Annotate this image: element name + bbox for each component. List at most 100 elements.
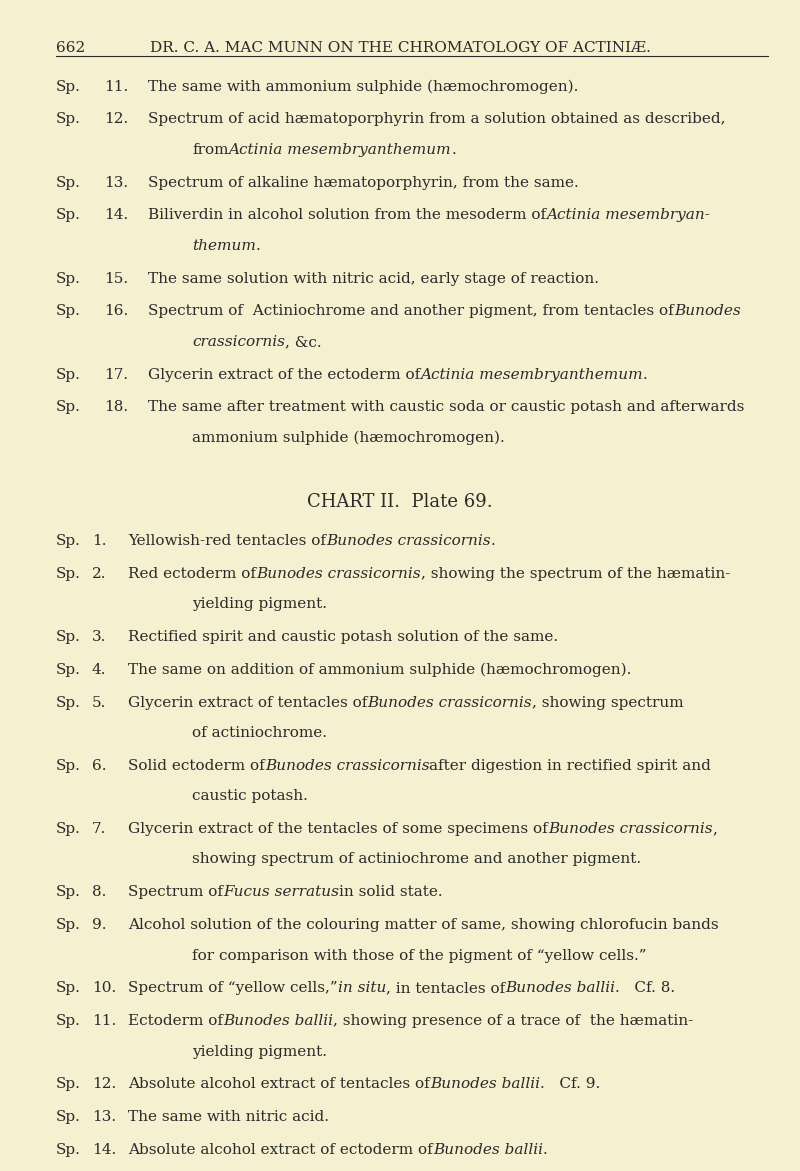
Text: 11.: 11. xyxy=(104,80,128,94)
Text: Sp.: Sp. xyxy=(56,534,81,548)
Text: Bunodes crassicornis: Bunodes crassicornis xyxy=(548,822,712,836)
Text: Actinia mesembryanthemum: Actinia mesembryanthemum xyxy=(229,143,451,157)
Text: Sp.: Sp. xyxy=(56,918,81,932)
Text: Bunodes crassicornis: Bunodes crassicornis xyxy=(256,567,421,581)
Text: Sp.: Sp. xyxy=(56,981,81,995)
Text: The same on addition of ammonium sulphide (hæmochromogen).: The same on addition of ammonium sulphid… xyxy=(128,663,631,677)
Text: The same solution with nitric acid, early stage of reaction.: The same solution with nitric acid, earl… xyxy=(148,272,599,286)
Text: Spectrum of alkaline hæmatoporphyrin, from the same.: Spectrum of alkaline hæmatoporphyrin, fr… xyxy=(148,176,578,190)
Text: crassicornis: crassicornis xyxy=(192,335,285,349)
Text: Sp.: Sp. xyxy=(56,176,81,190)
Text: .   Cf. 9.: . Cf. 9. xyxy=(540,1077,600,1091)
Text: Bunodes ballii: Bunodes ballii xyxy=(223,1014,333,1028)
Text: Red ectoderm of: Red ectoderm of xyxy=(128,567,256,581)
Text: 16.: 16. xyxy=(104,304,128,319)
Text: Actinia mesembryanthemum: Actinia mesembryanthemum xyxy=(420,368,643,382)
Text: Sp.: Sp. xyxy=(56,663,81,677)
Text: Sp.: Sp. xyxy=(56,567,81,581)
Text: 13.: 13. xyxy=(92,1110,116,1124)
Text: 14.: 14. xyxy=(92,1143,116,1157)
Text: 15.: 15. xyxy=(104,272,128,286)
Text: Rectified spirit and caustic potash solution of the same.: Rectified spirit and caustic potash solu… xyxy=(128,630,558,644)
Text: Sp.: Sp. xyxy=(56,1143,81,1157)
Text: Bunodes crassicornis: Bunodes crassicornis xyxy=(326,534,490,548)
Text: DR. C. A. MAC MUNN ON THE CHROMATOLOGY OF ACTINIÆ.: DR. C. A. MAC MUNN ON THE CHROMATOLOGY O… xyxy=(150,41,650,55)
Text: .: . xyxy=(490,534,495,548)
Text: 18.: 18. xyxy=(104,400,128,415)
Text: Spectrum of: Spectrum of xyxy=(128,885,223,899)
Text: Sp.: Sp. xyxy=(56,1110,81,1124)
Text: The same with nitric acid.: The same with nitric acid. xyxy=(128,1110,329,1124)
Text: , showing spectrum: , showing spectrum xyxy=(532,696,684,710)
Text: of actiniochrome.: of actiniochrome. xyxy=(192,726,327,740)
Text: Sp.: Sp. xyxy=(56,112,81,126)
Text: 11.: 11. xyxy=(92,1014,116,1028)
Text: 14.: 14. xyxy=(104,208,128,222)
Text: yielding pigment.: yielding pigment. xyxy=(192,597,327,611)
Text: Bunodes ballii: Bunodes ballii xyxy=(430,1077,540,1091)
Text: in solid state.: in solid state. xyxy=(339,885,442,899)
Text: Sp.: Sp. xyxy=(56,1077,81,1091)
Text: 2.: 2. xyxy=(92,567,106,581)
Text: Biliverdin in alcohol solution from the mesoderm of: Biliverdin in alcohol solution from the … xyxy=(148,208,546,222)
Text: Glycerin extract of the tentacles of some specimens of: Glycerin extract of the tentacles of som… xyxy=(128,822,548,836)
Text: Absolute alcohol extract of ectoderm of: Absolute alcohol extract of ectoderm of xyxy=(128,1143,433,1157)
Text: for comparison with those of the pigment of “yellow cells.”: for comparison with those of the pigment… xyxy=(192,949,646,963)
Text: 17.: 17. xyxy=(104,368,128,382)
Text: Sp.: Sp. xyxy=(56,368,81,382)
Text: 5.: 5. xyxy=(92,696,106,710)
Text: Bunodes: Bunodes xyxy=(674,304,741,319)
Text: 8.: 8. xyxy=(92,885,106,899)
Text: , in tentacles of: , in tentacles of xyxy=(386,981,506,995)
Text: themum: themum xyxy=(192,239,256,253)
Text: Spectrum of  Actiniochrome and another pigment, from tentacles of: Spectrum of Actiniochrome and another pi… xyxy=(148,304,674,319)
Text: 1.: 1. xyxy=(92,534,106,548)
Text: Sp.: Sp. xyxy=(56,759,81,773)
Text: Sp.: Sp. xyxy=(56,630,81,644)
Text: ,: , xyxy=(712,822,718,836)
Text: Sp.: Sp. xyxy=(56,696,81,710)
Text: Absolute alcohol extract of tentacles of: Absolute alcohol extract of tentacles of xyxy=(128,1077,430,1091)
Text: Actinia mesembryan-: Actinia mesembryan- xyxy=(546,208,710,222)
Text: caustic potash.: caustic potash. xyxy=(192,789,308,803)
Text: Sp.: Sp. xyxy=(56,400,81,415)
Text: showing spectrum of actiniochrome and another pigment.: showing spectrum of actiniochrome and an… xyxy=(192,852,641,867)
Text: Spectrum of acid hæmatoporphyrin from a solution obtained as described,: Spectrum of acid hæmatoporphyrin from a … xyxy=(148,112,726,126)
Text: Sp.: Sp. xyxy=(56,80,81,94)
Text: Sp.: Sp. xyxy=(56,822,81,836)
Text: .: . xyxy=(542,1143,547,1157)
Text: 7.: 7. xyxy=(92,822,106,836)
Text: 6.: 6. xyxy=(92,759,106,773)
Text: Solid ectoderm of: Solid ectoderm of xyxy=(128,759,265,773)
Text: Spectrum of “yellow cells,”: Spectrum of “yellow cells,” xyxy=(128,981,338,995)
Text: Sp.: Sp. xyxy=(56,272,81,286)
Text: in situ: in situ xyxy=(338,981,386,995)
Text: Glycerin extract of the ectoderm of: Glycerin extract of the ectoderm of xyxy=(148,368,420,382)
Text: ammonium sulphide (hæmochromogen).: ammonium sulphide (hæmochromogen). xyxy=(192,431,505,445)
Text: Sp.: Sp. xyxy=(56,208,81,222)
Text: Bunodes ballii: Bunodes ballii xyxy=(506,981,615,995)
Text: Bunodes crassicornis: Bunodes crassicornis xyxy=(265,759,430,773)
Text: The same with ammonium sulphide (hæmochromogen).: The same with ammonium sulphide (hæmochr… xyxy=(148,80,578,94)
Text: .: . xyxy=(643,368,648,382)
Text: , showing the spectrum of the hæmatin-: , showing the spectrum of the hæmatin- xyxy=(421,567,730,581)
Text: 9.: 9. xyxy=(92,918,106,932)
Text: 13.: 13. xyxy=(104,176,128,190)
Text: .: . xyxy=(256,239,261,253)
Text: Alcohol solution of the colouring matter of same, showing chlorofucin bands: Alcohol solution of the colouring matter… xyxy=(128,918,718,932)
Text: 12.: 12. xyxy=(104,112,128,126)
Text: yielding pigment.: yielding pigment. xyxy=(192,1045,327,1059)
Text: CHART II.  Plate 69.: CHART II. Plate 69. xyxy=(307,493,493,511)
Text: Sp.: Sp. xyxy=(56,304,81,319)
Text: 3.: 3. xyxy=(92,630,106,644)
Text: Sp.: Sp. xyxy=(56,885,81,899)
Text: Bunodes ballii: Bunodes ballii xyxy=(433,1143,542,1157)
Text: Bunodes crassicornis: Bunodes crassicornis xyxy=(367,696,532,710)
Text: 12.: 12. xyxy=(92,1077,116,1091)
Text: The same after treatment with caustic soda or caustic potash and afterwards: The same after treatment with caustic so… xyxy=(148,400,744,415)
Text: , showing presence of a trace of  the hæmatin-: , showing presence of a trace of the hæm… xyxy=(333,1014,694,1028)
Text: , &c.: , &c. xyxy=(285,335,322,349)
Text: Yellowish-red tentacles of: Yellowish-red tentacles of xyxy=(128,534,326,548)
Text: 662: 662 xyxy=(56,41,86,55)
Text: Glycerin extract of tentacles of: Glycerin extract of tentacles of xyxy=(128,696,367,710)
